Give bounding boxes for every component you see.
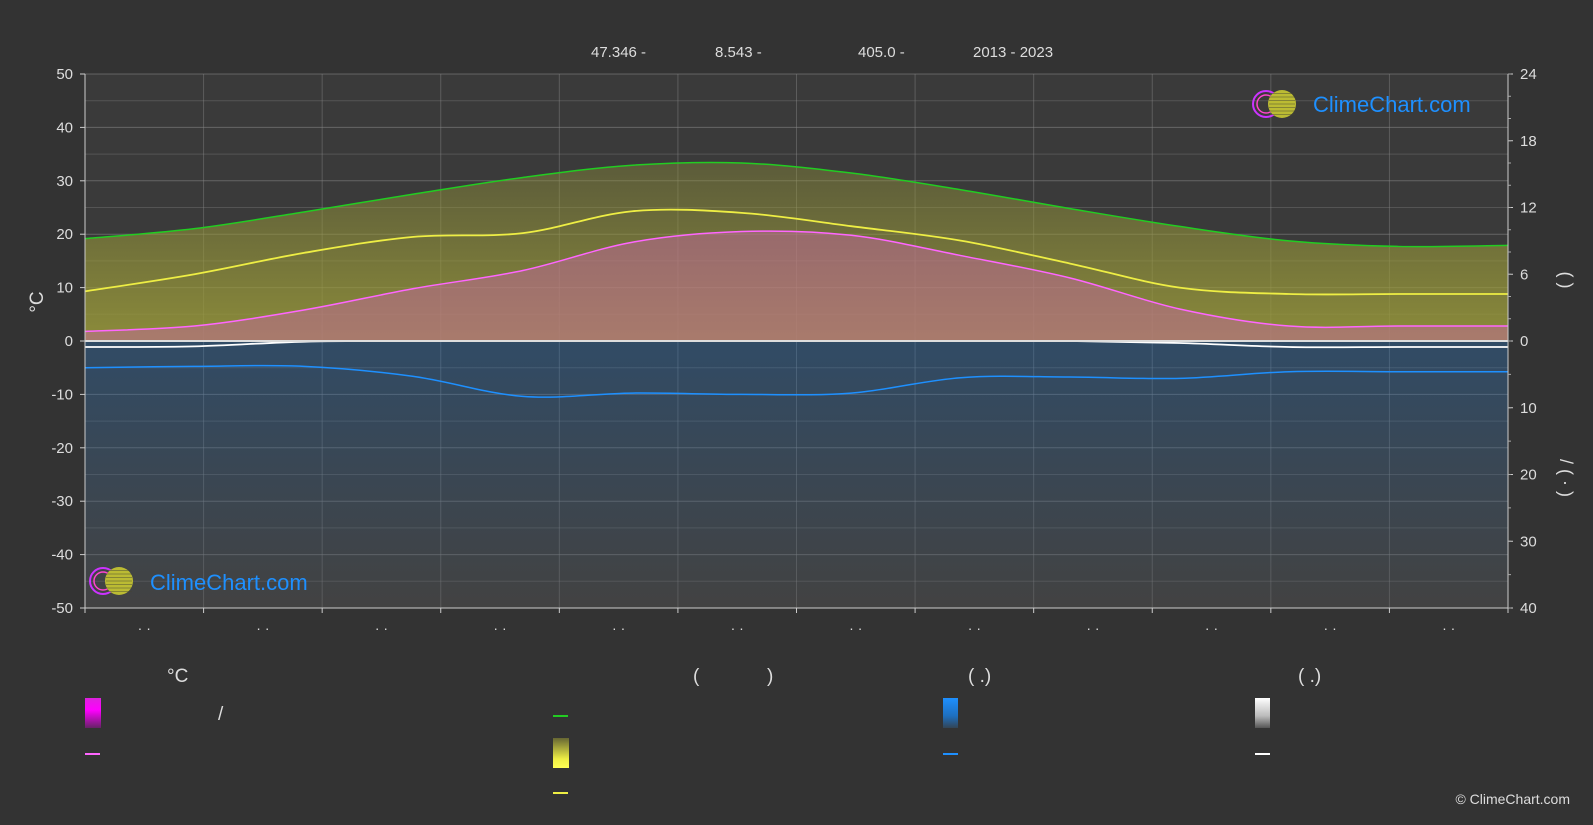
legend-snow-paren: ( .) <box>1298 666 1322 687</box>
x-tick-label: · · <box>968 620 981 636</box>
x-tick-label: · · <box>731 620 744 636</box>
left-tick-label: 40 <box>56 119 73 136</box>
x-tick-label: · · <box>138 620 151 636</box>
chart-axes: 50 40 30 20 10 0 -10 -20 -30 -40 -50 °C 24 18 12 6 0 10 20… <box>27 66 1576 636</box>
chart-lines <box>84 161 1509 398</box>
left-axis-unit: °C <box>27 291 48 312</box>
legend-rain-line <box>943 753 958 755</box>
watermark-text-bottom: ClimeChart.com <box>150 570 308 595</box>
right-bottom-axis-label: / ( · ) <box>1556 459 1576 497</box>
right-bottom-tick-label: 30 <box>1520 533 1537 550</box>
x-tick-label: · · <box>612 620 625 636</box>
right-bottom-tick-label: 10 <box>1520 400 1537 417</box>
max_temp-line <box>84 230 1508 333</box>
legend-rain-paren: ( .) <box>968 666 992 687</box>
legend-max-temp-line <box>85 753 100 755</box>
x-tick-label: · · <box>1205 620 1218 636</box>
left-tick-label: -50 <box>51 600 73 617</box>
right-top-tick-label: 0 <box>1520 333 1528 350</box>
rain-line <box>84 364 1508 398</box>
legend-temp-slash: / <box>218 704 224 725</box>
header-latitude: 47.346 - <box>591 44 647 61</box>
right-top-tick-label: 6 <box>1520 266 1528 283</box>
legend-sunshine-line <box>553 792 568 794</box>
left-tick-label: 0 <box>65 333 73 350</box>
x-tick-label: · · <box>493 620 506 636</box>
legend-rain-swatch <box>943 698 958 728</box>
header-longitude: 8.543 - <box>715 44 762 61</box>
legend-snow-swatch <box>1255 698 1270 728</box>
watermark-logo-top <box>1252 90 1296 118</box>
legend-sunshine-swatch <box>553 738 569 768</box>
header-years: 2013 - 2023 <box>973 44 1054 61</box>
right-top-tick-label: 24 <box>1520 66 1537 83</box>
x-tick-label: · · <box>1324 620 1337 636</box>
left-tick-label: 10 <box>56 280 73 297</box>
right-top-tick-label: 12 <box>1520 200 1537 217</box>
legend-snow-line <box>1255 753 1270 755</box>
x-tick-label: · · <box>256 620 269 636</box>
x-tick-label: · · <box>375 620 388 636</box>
watermark-logo-bottom <box>89 567 133 595</box>
legend-daylight-paren-right: ) <box>767 666 774 687</box>
watermark-text-top: ClimeChart.com <box>1313 92 1471 117</box>
right-top-axis-label: ( ) <box>1556 272 1576 289</box>
right-top-tick-label: 18 <box>1520 133 1537 150</box>
legend-daylight-line <box>553 715 568 717</box>
left-tick-label: -30 <box>51 493 73 510</box>
legend-temp-unit: °C <box>167 666 189 687</box>
chart-areas <box>85 162 1508 608</box>
legend-daylight-paren-left: ( <box>693 666 700 687</box>
watermark-logos <box>89 90 1296 595</box>
x-tick-label: · · <box>1086 620 1099 636</box>
left-tick-label: 50 <box>56 66 73 83</box>
x-tick-label: · · <box>849 620 862 636</box>
sunshine-line <box>84 208 1508 296</box>
left-tick-label: -20 <box>51 440 73 457</box>
left-tick-label: -10 <box>51 386 73 403</box>
daylight-line <box>84 161 1509 248</box>
left-tick-label: 30 <box>56 173 73 190</box>
left-tick-label: -40 <box>51 547 73 564</box>
left-tick-label: 20 <box>56 226 73 243</box>
header-elevation: 405.0 - <box>858 44 905 61</box>
right-bottom-tick-label: 40 <box>1520 600 1537 617</box>
right-bottom-tick-label: 20 <box>1520 467 1537 484</box>
temperature-area <box>85 231 1508 341</box>
legend-temp-range-swatch <box>85 698 101 728</box>
x-tick-label: · · <box>1442 620 1455 636</box>
copyright: © ClimeChart.com <box>1455 791 1570 807</box>
sunshine-area <box>85 162 1508 341</box>
precipitation-area <box>85 341 1508 608</box>
